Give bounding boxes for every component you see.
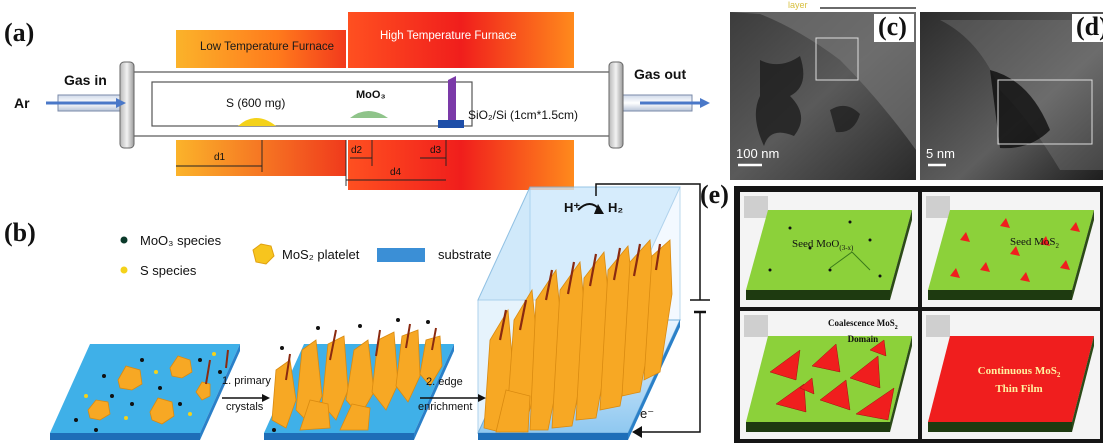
circuit-wire-bottom [642, 312, 701, 433]
stage-1-platelets [87, 355, 211, 425]
panel-a-furnace-diagram [46, 12, 710, 190]
seed-moo-label: Seed MoO(3-x) [792, 238, 854, 253]
panel-b-label: (b) [4, 218, 36, 247]
gas-in-label: Gas in [64, 72, 107, 88]
panel-b-growth-schematic [50, 183, 710, 440]
low-furnace-label: Low Temperature Furnace [200, 41, 335, 53]
stage-1-moo3-species [74, 358, 222, 432]
stage-2-platelets [271, 329, 443, 431]
film-stage-continuous [928, 336, 1094, 422]
substrate-label: SiO₂/Si (1cm*1.5cm) [468, 108, 579, 122]
substrate-stage-1 [50, 344, 240, 433]
gas-out-label: Gas out [634, 66, 687, 82]
panel-c-tem-image [730, 7, 916, 180]
legend-platelet-hex [252, 243, 275, 265]
moo3-boat [350, 111, 388, 118]
panel-e-growth-stages [734, 186, 1103, 443]
panel-c-top-text: layer [788, 0, 808, 10]
gas-in-arrowhead [116, 98, 126, 108]
continuous-film-label: Continuous MoS2 Thin Film [977, 365, 1061, 396]
panel-d-scale: 5 nm [926, 146, 955, 161]
quartz-tube-inner [151, 81, 473, 127]
legend-s-text: S species [140, 263, 197, 278]
h2-label: H₂ [608, 200, 624, 215]
dim-d2: d2 [351, 145, 363, 156]
panel-c-label: (c) [878, 12, 907, 41]
legend-moo3-dot [120, 236, 128, 244]
legend-platelet-text: MoS₂ platelet [282, 247, 360, 262]
circuit-wire-top [595, 183, 701, 300]
high-temperature-furnace-top [348, 12, 574, 68]
legend-s-dot [120, 266, 128, 274]
substrate-holder [438, 120, 464, 128]
stage-3-edges [498, 243, 662, 341]
step-2-text: 2. edge [426, 376, 463, 388]
coalescence-label: Coalescence MoS2 Domain [828, 318, 898, 344]
panel-d-hrtem-image [920, 12, 1103, 180]
dimension-lines [176, 140, 447, 186]
moo3-label: MoO₃ [356, 89, 386, 101]
sulfur-label: S (600 mg) [226, 96, 286, 110]
dim-d4: d4 [390, 167, 402, 178]
sulfur-boat [238, 118, 276, 126]
low-temperature-furnace-top [176, 30, 346, 68]
sio2-si-substrate [448, 76, 456, 126]
high-temperature-furnace-bottom [348, 140, 574, 190]
film-stage-seed-moo [746, 210, 912, 290]
left-flange [119, 61, 135, 149]
h-plus-label: H⁺ [564, 200, 581, 215]
legend-moo3-text: MoO₃ species [140, 233, 222, 248]
dim-d3: d3 [430, 145, 442, 156]
right-flange [608, 61, 624, 149]
step-1-text: 1. primary [222, 375, 271, 387]
gas-out-arrowhead [700, 98, 710, 108]
carrier-gas-label: Ar [14, 95, 30, 111]
step-1b-text: crystals [226, 401, 264, 413]
stage-2-edges [285, 323, 437, 381]
stage-2-moo3-species [272, 318, 430, 432]
seed-mos2-label: Seed MoS2 [1010, 236, 1060, 251]
panel-d-label: (d) [1076, 12, 1103, 41]
dim-d1: d1 [214, 152, 226, 163]
stage-1-s-species [84, 352, 216, 420]
panel-a-label: (a) [4, 18, 35, 47]
low-temperature-furnace-bottom [176, 140, 346, 176]
stage-1-edges [205, 349, 229, 385]
film-stage-seed-mos2 [928, 210, 1094, 290]
panel-c-scale: 100 nm [736, 146, 780, 161]
electron-label: e⁻ [640, 406, 655, 421]
legend-substrate-rect [377, 248, 425, 262]
panel-e-label: (e) [700, 180, 729, 209]
legend-substrate-text: substrate [438, 247, 492, 262]
stage-3-platelets [483, 239, 673, 433]
high-furnace-label: High Temperature Furnace [380, 30, 517, 42]
step-2b-text: enrichment [418, 401, 473, 413]
